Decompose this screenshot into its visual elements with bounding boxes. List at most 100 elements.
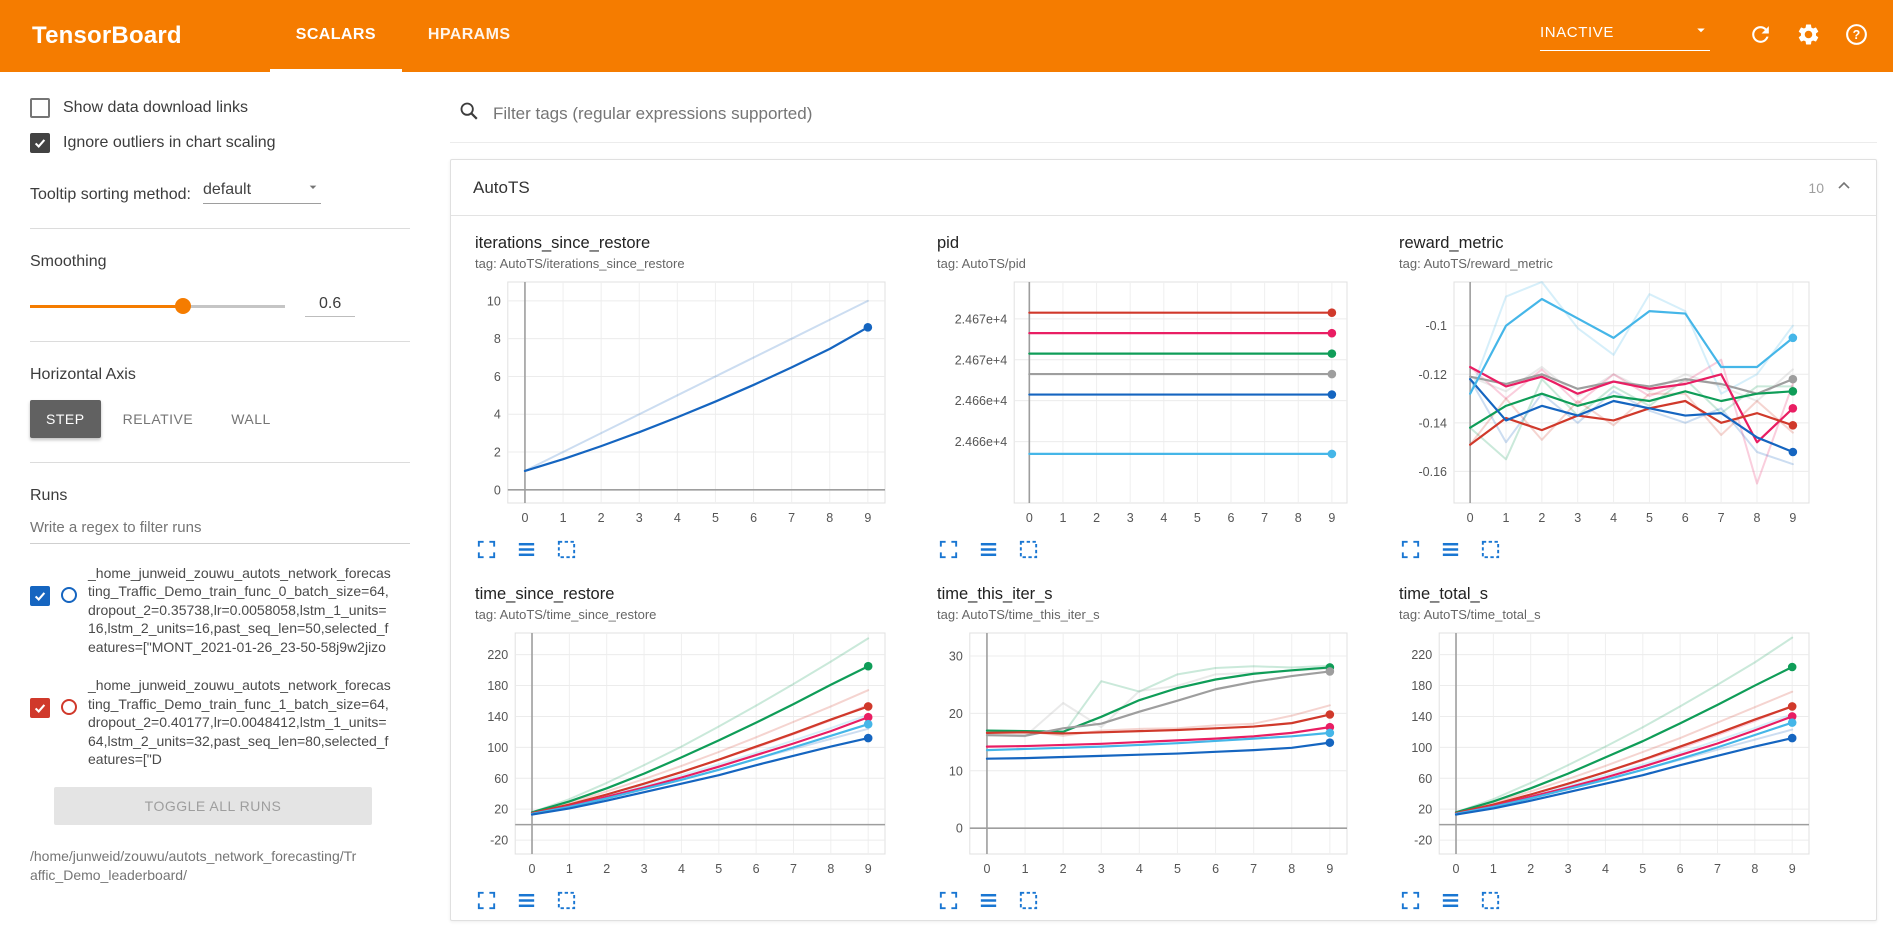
axis-step-button[interactable]: STEP [30, 400, 101, 438]
fit-domain-icon[interactable] [1479, 538, 1502, 561]
chart-canvas[interactable]: -0.1 -0.12 -0.14 -0.16 0 1 2 3 4 5 6 7 8 9 [1399, 275, 1819, 533]
divider [30, 341, 410, 342]
divider [30, 228, 410, 229]
run-menu-icon[interactable] [1439, 889, 1462, 912]
run-item[interactable]: _home_junweid_zouwu_autots_network_forec… [30, 564, 410, 656]
svg-text:2.467e+4: 2.467e+4 [955, 312, 1008, 326]
svg-text:2.466e+4: 2.466e+4 [955, 394, 1008, 408]
help-button[interactable]: ? [1841, 21, 1871, 51]
runs-filter-input[interactable] [30, 511, 410, 544]
run-solo-radio[interactable] [61, 699, 77, 716]
collapse-section-button[interactable] [1834, 176, 1854, 199]
svg-text:5: 5 [1646, 511, 1653, 525]
axis-relative-button[interactable]: RELATIVE [107, 400, 210, 438]
chart-title: reward_metric [1399, 234, 1504, 252]
svg-text:5: 5 [1639, 862, 1646, 876]
run-menu-icon[interactable] [515, 538, 538, 561]
svg-text:1: 1 [1503, 511, 1510, 525]
svg-text:4: 4 [1602, 862, 1609, 876]
chart-tag: tag: AutoTS/pid [937, 256, 1026, 271]
runs-label: Runs [30, 487, 68, 504]
chart-count-badge: 10 [1808, 179, 1824, 196]
svg-text:1: 1 [1022, 862, 1029, 876]
tooltip-sort-select[interactable]: default [202, 179, 321, 204]
run-menu-icon[interactable] [977, 889, 1000, 912]
svg-text:3: 3 [1127, 511, 1134, 525]
run-menu-icon[interactable] [1439, 538, 1462, 561]
svg-text:0: 0 [494, 483, 501, 497]
svg-text:3: 3 [1565, 862, 1572, 876]
ignore-outliers-checkbox[interactable] [30, 133, 50, 153]
svg-text:3: 3 [1574, 511, 1581, 525]
svg-text:7: 7 [1714, 862, 1721, 876]
svg-text:0: 0 [1026, 511, 1033, 525]
checkbox-label: Ignore outliers in chart scaling [63, 134, 276, 151]
run-menu-icon[interactable] [977, 538, 1000, 561]
tab-scalars[interactable]: SCALARS [269, 0, 402, 72]
svg-text:4: 4 [674, 511, 681, 525]
svg-text:?: ? [1852, 28, 1860, 42]
autots-section-card: AutoTS 10 iterations_since_restore tag: … [450, 159, 1877, 921]
chart-canvas[interactable]: 0 2 4 6 8 10 0 1 2 3 4 5 6 7 8 9 [475, 275, 895, 533]
expand-chart-icon[interactable] [937, 889, 960, 912]
settings-button[interactable] [1793, 21, 1823, 51]
svg-text:4: 4 [678, 862, 685, 876]
section-header[interactable]: AutoTS 10 [451, 160, 1876, 216]
toggle-all-runs-button[interactable]: TOGGLE ALL RUNS [54, 786, 372, 825]
expand-chart-icon[interactable] [937, 538, 960, 561]
expand-chart-icon[interactable] [475, 889, 498, 912]
run-visibility-checkbox[interactable] [30, 586, 50, 606]
ignore-outliers-row[interactable]: Ignore outliers in chart scaling [30, 133, 410, 153]
slider-knob[interactable] [175, 298, 191, 314]
settings-sidebar: Show data download links Ignore outliers… [0, 72, 440, 929]
svg-text:20: 20 [494, 803, 508, 817]
chart-canvas[interactable]: -20 20 60 100 140 180 220 0 1 2 3 4 5 6 7 8 9 [1399, 626, 1819, 884]
svg-text:-0.12: -0.12 [1419, 368, 1448, 382]
svg-text:6: 6 [1228, 511, 1235, 525]
svg-text:7: 7 [1250, 862, 1257, 876]
svg-text:10: 10 [487, 294, 501, 308]
show-download-links-checkbox[interactable] [30, 98, 50, 118]
expand-chart-icon[interactable] [1399, 538, 1422, 561]
chevron-up-icon [1834, 176, 1854, 199]
run-name: _home_junweid_zouwu_autots_network_forec… [88, 677, 391, 768]
run-item[interactable]: _home_junweid_zouwu_autots_network_forec… [30, 676, 410, 768]
chart-iterations-since-restore: iterations_since_restore tag: AutoTS/ite… [475, 234, 895, 561]
svg-text:2.466e+4: 2.466e+4 [955, 435, 1008, 449]
chart-canvas[interactable]: -20 20 60 100 140 180 220 0 1 2 3 4 5 6 7 8 9 [475, 626, 895, 884]
fit-domain-icon[interactable] [555, 538, 578, 561]
svg-text:60: 60 [494, 772, 508, 786]
expand-chart-icon[interactable] [475, 538, 498, 561]
tab-hparams[interactable]: HPARAMS [427, 25, 511, 43]
chart-canvas[interactable]: 0 10 20 30 0 1 2 3 4 5 6 7 8 9 [937, 626, 1357, 884]
expand-chart-icon[interactable] [1399, 889, 1422, 912]
refresh-button[interactable] [1745, 21, 1775, 51]
svg-text:3: 3 [1098, 862, 1105, 876]
fit-domain-icon[interactable] [1017, 538, 1040, 561]
smoothing-slider[interactable] [30, 298, 285, 314]
svg-text:1: 1 [560, 511, 567, 525]
svg-text:140: 140 [1411, 710, 1432, 724]
svg-text:100: 100 [1411, 741, 1432, 755]
svg-text:7: 7 [1718, 511, 1725, 525]
svg-text:6: 6 [1677, 862, 1684, 876]
run-menu-icon[interactable] [515, 889, 538, 912]
chart-time-total: time_total_s tag: AutoTS/time_total_s -2… [1399, 585, 1819, 912]
fit-domain-icon[interactable] [1479, 889, 1502, 912]
fit-domain-icon[interactable] [1017, 889, 1040, 912]
data-status-dropdown[interactable]: INACTIVE [1540, 21, 1710, 51]
run-visibility-checkbox[interactable] [30, 698, 50, 719]
run-solo-radio[interactable] [61, 587, 77, 603]
svg-text:8: 8 [494, 332, 501, 346]
svg-text:2: 2 [494, 446, 501, 460]
axis-wall-button[interactable]: WALL [215, 400, 287, 438]
fit-domain-icon[interactable] [555, 889, 578, 912]
chart-canvas[interactable]: 2.467e+4 2.467e+4 2.466e+4 2.466e+4 0 1 2 3 4 5 6 7… [937, 275, 1357, 533]
svg-text:0: 0 [529, 862, 536, 876]
show-download-links-row[interactable]: Show data download links [30, 98, 410, 118]
svg-text:10: 10 [949, 764, 963, 778]
smoothing-value[interactable]: 0.6 [305, 295, 356, 317]
svg-text:60: 60 [1418, 772, 1432, 786]
tag-filter-input[interactable] [493, 103, 1869, 124]
svg-text:8: 8 [1754, 511, 1761, 525]
